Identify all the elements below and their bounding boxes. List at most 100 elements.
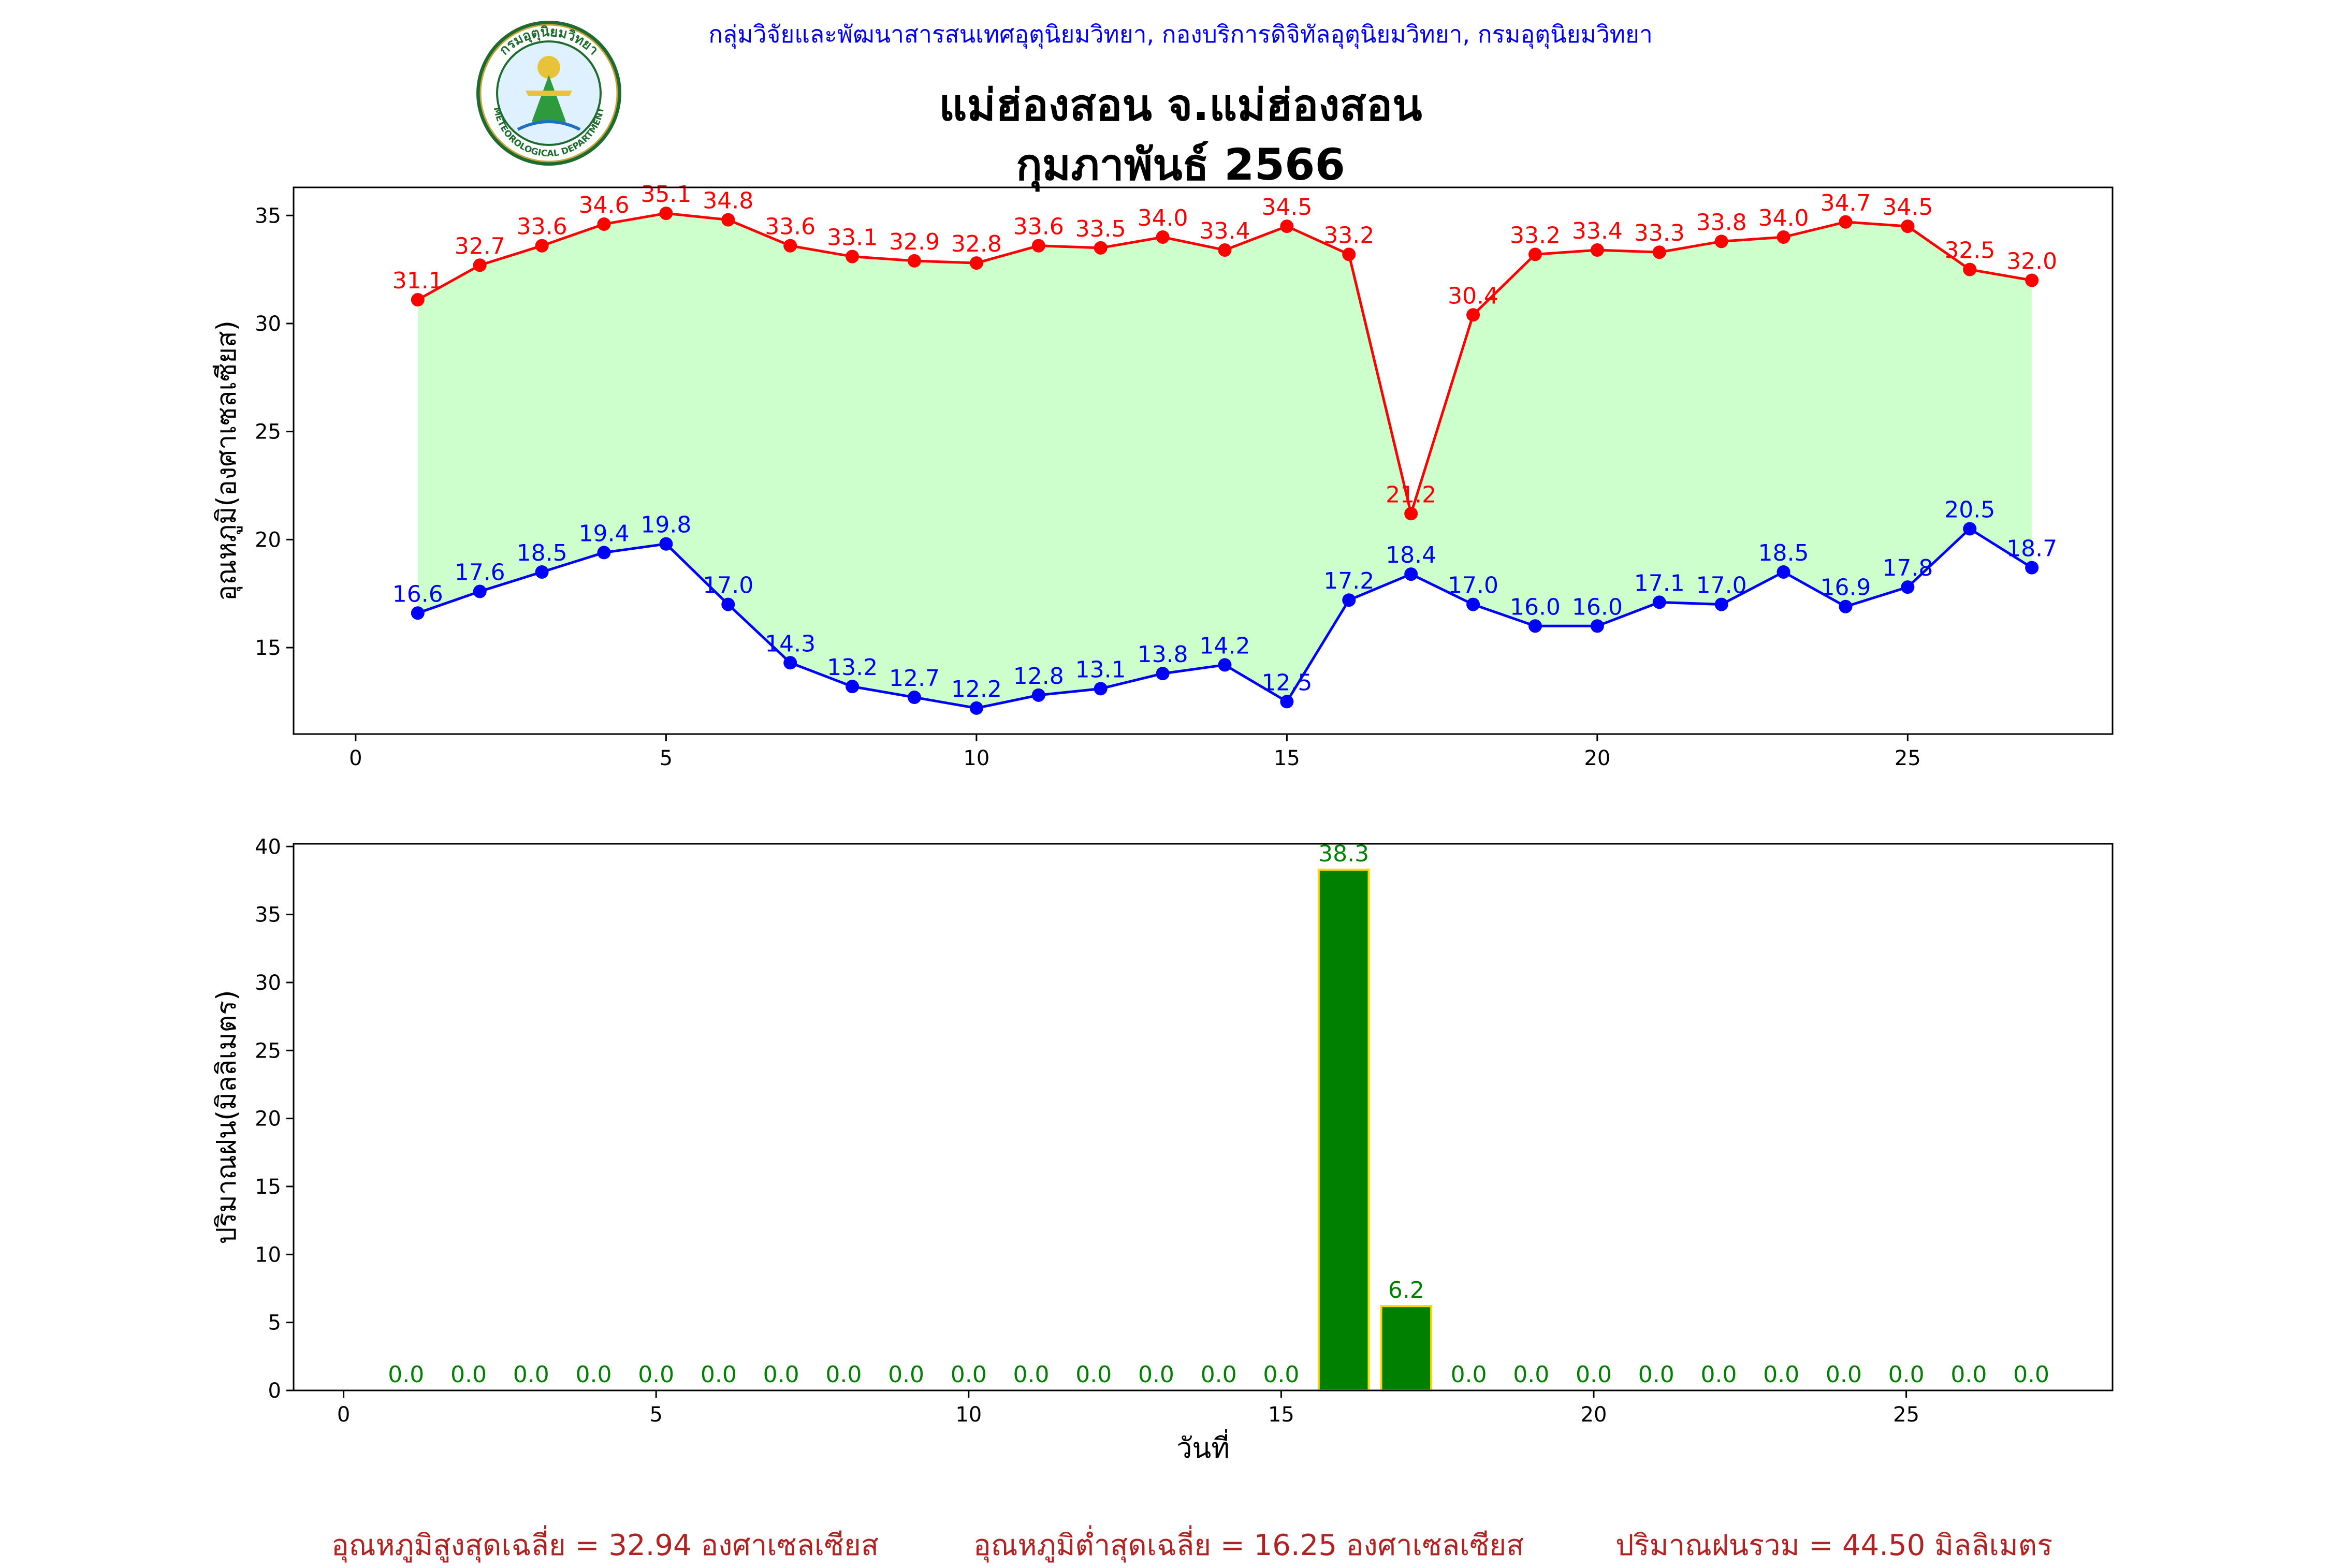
max-temp-point xyxy=(1031,239,1045,253)
y-tick-label: 10 xyxy=(255,1243,281,1267)
rain-data-label: 0.0 xyxy=(1263,1361,1299,1388)
max-temp-point xyxy=(411,293,425,307)
max-temp-point xyxy=(783,239,797,253)
max-temp-point xyxy=(1466,308,1480,322)
min-temp-point xyxy=(1901,580,1915,594)
avg-max-temp: อุณหภูมิสูงสุดเฉลี่ย = 32.94 องศาเซลเซีย… xyxy=(331,1529,879,1562)
temperature-y-axis-label: อุณหภูมิ(องศาเซลเซียส) xyxy=(211,320,243,601)
avg-min-temp: อุณหภูมิต่ำสุดเฉลี่ย = 16.25 องศาเซลเซีย… xyxy=(973,1529,1524,1562)
y-tick-label: 30 xyxy=(255,971,281,995)
max-temp-data-label: 33.6 xyxy=(1013,214,1064,240)
min-temp-point xyxy=(721,597,735,611)
y-tick-label: 25 xyxy=(255,1039,281,1063)
min-temp-point xyxy=(597,546,611,560)
min-temp-data-label: 12.5 xyxy=(1261,669,1312,696)
y-tick-label: 25 xyxy=(255,420,281,444)
min-temp-point xyxy=(535,565,549,579)
max-temp-data-label: 34.8 xyxy=(703,188,753,214)
month-title: กุมภาพันธ์ 2566 xyxy=(1016,139,1345,190)
min-temp-point xyxy=(1218,658,1232,672)
rain-data-label: 0.0 xyxy=(638,1361,674,1388)
rain-data-label: 0.0 xyxy=(1826,1361,1862,1388)
max-temp-point xyxy=(1963,262,1977,276)
total-rainfall: ปริมาณฝนรวม = 44.50 มิลลิเมตร xyxy=(1615,1529,2053,1562)
min-temp-data-label: 13.8 xyxy=(1138,641,1188,668)
rain-data-label: 0.0 xyxy=(1700,1361,1737,1388)
y-tick-label: 20 xyxy=(255,1107,281,1131)
min-temp-data-label: 16.0 xyxy=(1572,594,1623,620)
max-temp-data-label: 33.5 xyxy=(1075,216,1126,242)
rain-bar xyxy=(1380,1305,1433,1391)
y-tick-label: 0 xyxy=(268,1379,281,1403)
max-temp-point xyxy=(1901,219,1915,233)
rain-data-label: 0.0 xyxy=(1638,1361,1674,1388)
max-temp-data-label: 32.5 xyxy=(1944,238,1995,264)
max-temp-data-label: 33.4 xyxy=(1572,218,1623,244)
min-temp-data-label: 16.9 xyxy=(1820,575,1871,601)
min-temp-data-label: 13.2 xyxy=(827,654,878,681)
max-temp-data-label: 35.1 xyxy=(640,181,691,208)
max-temp-point xyxy=(659,207,673,221)
rain-data-label: 0.0 xyxy=(888,1361,924,1388)
y-tick-label: 15 xyxy=(255,636,281,660)
min-temp-data-label: 17.1 xyxy=(1634,570,1685,596)
max-temp-data-label: 32.7 xyxy=(455,233,505,259)
rain-data-label: 38.3 xyxy=(1318,841,1369,867)
min-temp-point xyxy=(1156,667,1170,681)
min-temp-point xyxy=(2025,561,2039,575)
max-temp-point xyxy=(1280,219,1294,233)
max-temp-data-label: 33.3 xyxy=(1634,220,1685,246)
x-tick-label: 25 xyxy=(1893,1403,1919,1427)
y-tick-label: 35 xyxy=(255,903,281,927)
max-temp-data-label: 34.0 xyxy=(1758,205,1809,231)
max-temp-point xyxy=(1839,215,1853,229)
rain-data-label: 0.0 xyxy=(1950,1361,1987,1388)
max-temp-data-label: 33.1 xyxy=(827,225,878,251)
y-tick-label: 30 xyxy=(255,312,281,336)
max-temp-data-label: 31.1 xyxy=(392,268,443,294)
x-tick-label: 15 xyxy=(1274,746,1300,770)
rainfall-y-axis-label: ปริมาณฝน(มิลลิเมตร) xyxy=(211,990,242,1244)
min-temp-data-label: 16.6 xyxy=(392,581,443,607)
max-temp-data-label: 33.6 xyxy=(765,214,816,240)
max-temp-data-label: 33.6 xyxy=(517,214,567,240)
min-temp-point xyxy=(1280,695,1294,709)
rain-data-label: 0.0 xyxy=(2013,1361,2049,1388)
min-temp-point xyxy=(411,606,425,620)
agency-line: กลุ่มวิจัยและพัฒนาสารสนเทศอุตุนิยมวิทยา,… xyxy=(708,20,1653,48)
rain-data-label: 0.0 xyxy=(1013,1361,1050,1388)
max-temp-data-label: 34.5 xyxy=(1882,194,1933,221)
min-temp-data-label: 17.8 xyxy=(1882,555,1933,581)
min-temp-data-label: 20.5 xyxy=(1944,496,1995,523)
chart-temperature: 0 5 10 15 20 25 15 20 25 30 35 31.1 32.7 33.6 34.6 35.1… xyxy=(211,181,2114,770)
max-temp-data-label: 33.2 xyxy=(1323,222,1374,248)
max-temp-data-label: 30.4 xyxy=(1448,283,1498,309)
min-temp-data-label: 12.2 xyxy=(951,676,1002,702)
y-tick-label: 5 xyxy=(268,1311,281,1335)
max-temp-point xyxy=(1156,230,1170,244)
rainfall-plot-frame xyxy=(293,843,2114,1391)
max-temp-point xyxy=(1652,245,1666,259)
rain-data-label: 0.0 xyxy=(763,1361,799,1388)
min-temp-data-label: 14.3 xyxy=(765,631,816,657)
min-temp-point xyxy=(969,701,983,715)
max-temp-point xyxy=(1218,243,1232,257)
rain-data-label: 0.0 xyxy=(1138,1361,1174,1388)
rain-data-label: 0.0 xyxy=(388,1361,424,1388)
max-temp-point xyxy=(1714,235,1728,248)
rain-data-label: 0.0 xyxy=(1201,1361,1237,1388)
x-tick-label: 25 xyxy=(1895,746,1921,770)
min-temp-point xyxy=(1839,599,1853,613)
min-temp-data-label: 14.2 xyxy=(1199,633,1250,659)
min-temp-point xyxy=(1776,565,1790,579)
chart-rainfall: 0 5 10 15 20 25 0 5 10 15 20 25 30 35 40 0.0 0.0 0.0 0.0 0.… xyxy=(211,835,2114,1464)
min-temp-point xyxy=(1031,688,1045,702)
y-tick-label: 20 xyxy=(255,528,281,552)
x-tick-label: 10 xyxy=(955,1403,982,1427)
max-temp-point xyxy=(535,239,549,253)
min-temp-point xyxy=(1528,619,1542,633)
min-temp-point xyxy=(1404,567,1418,581)
min-temp-data-label: 18.7 xyxy=(2006,536,2057,562)
rain-data-label: 0.0 xyxy=(1763,1361,1799,1388)
min-temp-data-label: 17.2 xyxy=(1323,568,1374,594)
